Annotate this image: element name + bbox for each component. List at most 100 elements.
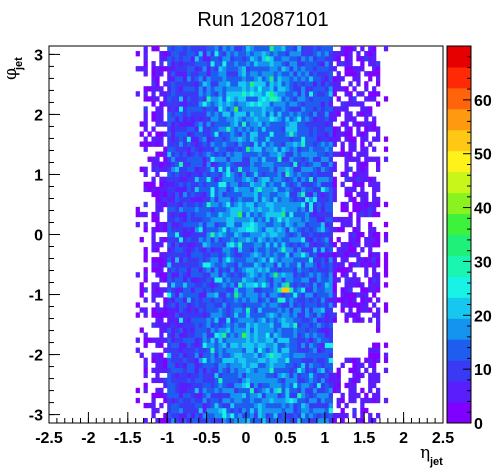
heatmap-cell	[257, 272, 263, 278]
heatmap-cell	[305, 61, 310, 67]
heatmap-cell	[234, 206, 239, 213]
heatmap-cell	[159, 322, 164, 328]
heatmap-cell	[328, 312, 333, 318]
heatmap-cell	[352, 66, 357, 72]
heatmap-cell	[222, 176, 227, 183]
heatmap-cell	[163, 362, 168, 369]
colorbar-frame	[446, 45, 472, 424]
heatmap-cell	[368, 362, 373, 369]
heatmap-cell	[226, 181, 231, 188]
heatmap-cell	[253, 191, 259, 198]
heatmap-cell	[179, 317, 184, 323]
heatmap-cell	[281, 397, 286, 404]
heatmap-cell	[226, 111, 231, 117]
heatmap-cell	[293, 307, 298, 313]
heatmap-cell	[309, 382, 314, 389]
heatmap-cell	[257, 412, 263, 419]
heatmap-cell	[305, 121, 310, 127]
heatmap-cell	[261, 191, 266, 198]
heatmap-cell	[179, 81, 184, 87]
heatmap-cell	[360, 91, 365, 97]
heatmap-cell	[352, 262, 357, 268]
heatmap-cell	[242, 106, 247, 112]
heatmap-cell	[222, 352, 227, 358]
heatmap-cell	[186, 337, 192, 343]
heatmap-cell	[281, 292, 286, 298]
heatmap-cell	[324, 292, 330, 298]
heatmap-cell	[206, 397, 211, 404]
heatmap-cell	[297, 186, 302, 193]
heatmap-cell	[269, 267, 274, 273]
heatmap-cell	[246, 327, 251, 333]
heatmap-cell	[202, 171, 207, 177]
heatmap-cell	[344, 297, 349, 303]
heatmap-cell	[175, 196, 180, 203]
heatmap-cell	[309, 347, 314, 353]
heatmap-cell	[179, 377, 184, 384]
heatmap-cell	[340, 206, 345, 213]
heatmap-cell	[186, 302, 192, 308]
heatmap-cell	[163, 146, 168, 152]
heatmap-cell	[277, 242, 282, 248]
heatmap-cell	[344, 201, 349, 208]
heatmap-cell	[285, 352, 290, 358]
heatmap-cell	[167, 377, 172, 384]
heatmap-cell	[171, 347, 176, 353]
heatmap-cell	[139, 292, 144, 298]
heatmap-cell	[316, 382, 322, 389]
heatmap-cell	[230, 262, 235, 268]
heatmap-cell	[340, 121, 345, 127]
heatmap-cell	[249, 277, 255, 283]
heatmap-cell	[139, 141, 144, 147]
heatmap-cell	[305, 101, 310, 107]
heatmap-cell	[222, 101, 227, 107]
heatmap-cell	[171, 312, 176, 318]
heatmap-cell	[253, 221, 259, 228]
heatmap-cell	[340, 226, 345, 233]
heatmap-cell	[269, 397, 274, 404]
heatmap-cell	[194, 397, 200, 404]
heatmap-cell	[159, 392, 164, 399]
heatmap-cell	[261, 287, 266, 293]
heatmap-cell	[218, 76, 223, 82]
heatmap-cell	[182, 226, 188, 233]
heatmap-cell	[226, 136, 231, 142]
heatmap-cell	[159, 257, 164, 263]
heatmap-cell	[198, 51, 203, 57]
heatmap-cell	[198, 226, 203, 233]
heatmap-cell	[246, 337, 251, 343]
heatmap-cell	[190, 56, 196, 62]
heatmap-cell	[257, 186, 263, 193]
heatmap-cell	[230, 247, 235, 253]
heatmap-cell	[179, 342, 184, 348]
heatmap-cell	[202, 367, 207, 374]
heatmap-cell	[340, 262, 345, 268]
heatmap-cell	[305, 312, 310, 318]
heatmap-cell	[190, 221, 196, 228]
heatmap-cell	[206, 367, 211, 374]
heatmap-cell	[222, 282, 227, 288]
heatmap-cell	[297, 51, 302, 57]
heatmap-cell	[167, 131, 172, 137]
heatmap-cell	[159, 176, 164, 183]
heatmap-cell	[368, 252, 373, 258]
heatmap-cell	[344, 412, 349, 419]
heatmap-cell	[324, 126, 330, 132]
heatmap-cell	[281, 116, 286, 122]
heatmap-cell	[226, 337, 231, 343]
heatmap-cell	[179, 201, 184, 208]
heatmap-cell	[143, 402, 148, 409]
heatmap-cell	[202, 181, 207, 188]
heatmap-cell	[261, 387, 266, 394]
heatmap-cell	[328, 352, 333, 358]
heatmap-cell	[218, 61, 223, 67]
heatmap-cell	[210, 317, 215, 323]
heatmap-cell	[186, 106, 192, 112]
heatmap-cell	[230, 46, 235, 52]
heatmap-cell	[249, 116, 255, 122]
heatmap-cell	[269, 407, 274, 414]
heatmap-cell	[253, 362, 259, 369]
heatmap-cell	[218, 362, 223, 369]
heatmap-cell	[190, 111, 196, 117]
heatmap-cell	[309, 136, 314, 142]
